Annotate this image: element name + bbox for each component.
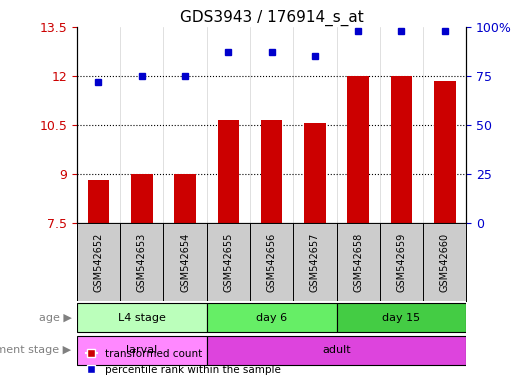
Bar (131, 174, 153, 223)
Text: GSM542653: GSM542653 (137, 232, 147, 292)
FancyBboxPatch shape (207, 336, 466, 365)
Bar (434, 81, 456, 223)
Bar (304, 123, 326, 223)
Text: GSM542659: GSM542659 (396, 232, 407, 292)
Bar (174, 174, 196, 223)
Text: larval: larval (126, 345, 157, 356)
Text: L4 stage: L4 stage (118, 313, 166, 323)
Bar (217, 120, 239, 223)
Text: GSM542652: GSM542652 (93, 232, 103, 292)
Text: GSM542658: GSM542658 (353, 232, 363, 292)
Bar (261, 120, 282, 223)
Text: development stage ▶: development stage ▶ (0, 345, 72, 356)
FancyBboxPatch shape (207, 303, 337, 333)
FancyBboxPatch shape (337, 303, 466, 333)
Bar (87, 180, 109, 223)
Text: GSM542660: GSM542660 (440, 233, 450, 291)
Text: GSM542656: GSM542656 (267, 232, 277, 292)
Text: GSM542654: GSM542654 (180, 232, 190, 292)
Text: day 15: day 15 (383, 313, 420, 323)
Text: GSM542655: GSM542655 (223, 232, 233, 292)
Legend: transformed count, percentile rank within the sample: transformed count, percentile rank withi… (82, 345, 285, 379)
Bar (391, 76, 412, 223)
Title: GDS3943 / 176914_s_at: GDS3943 / 176914_s_at (180, 9, 364, 25)
Bar (347, 76, 369, 223)
FancyBboxPatch shape (77, 303, 207, 333)
Text: day 6: day 6 (256, 313, 287, 323)
Text: adult: adult (322, 345, 351, 356)
Text: age ▶: age ▶ (39, 313, 72, 323)
Text: GSM542657: GSM542657 (310, 232, 320, 292)
FancyBboxPatch shape (77, 336, 207, 365)
